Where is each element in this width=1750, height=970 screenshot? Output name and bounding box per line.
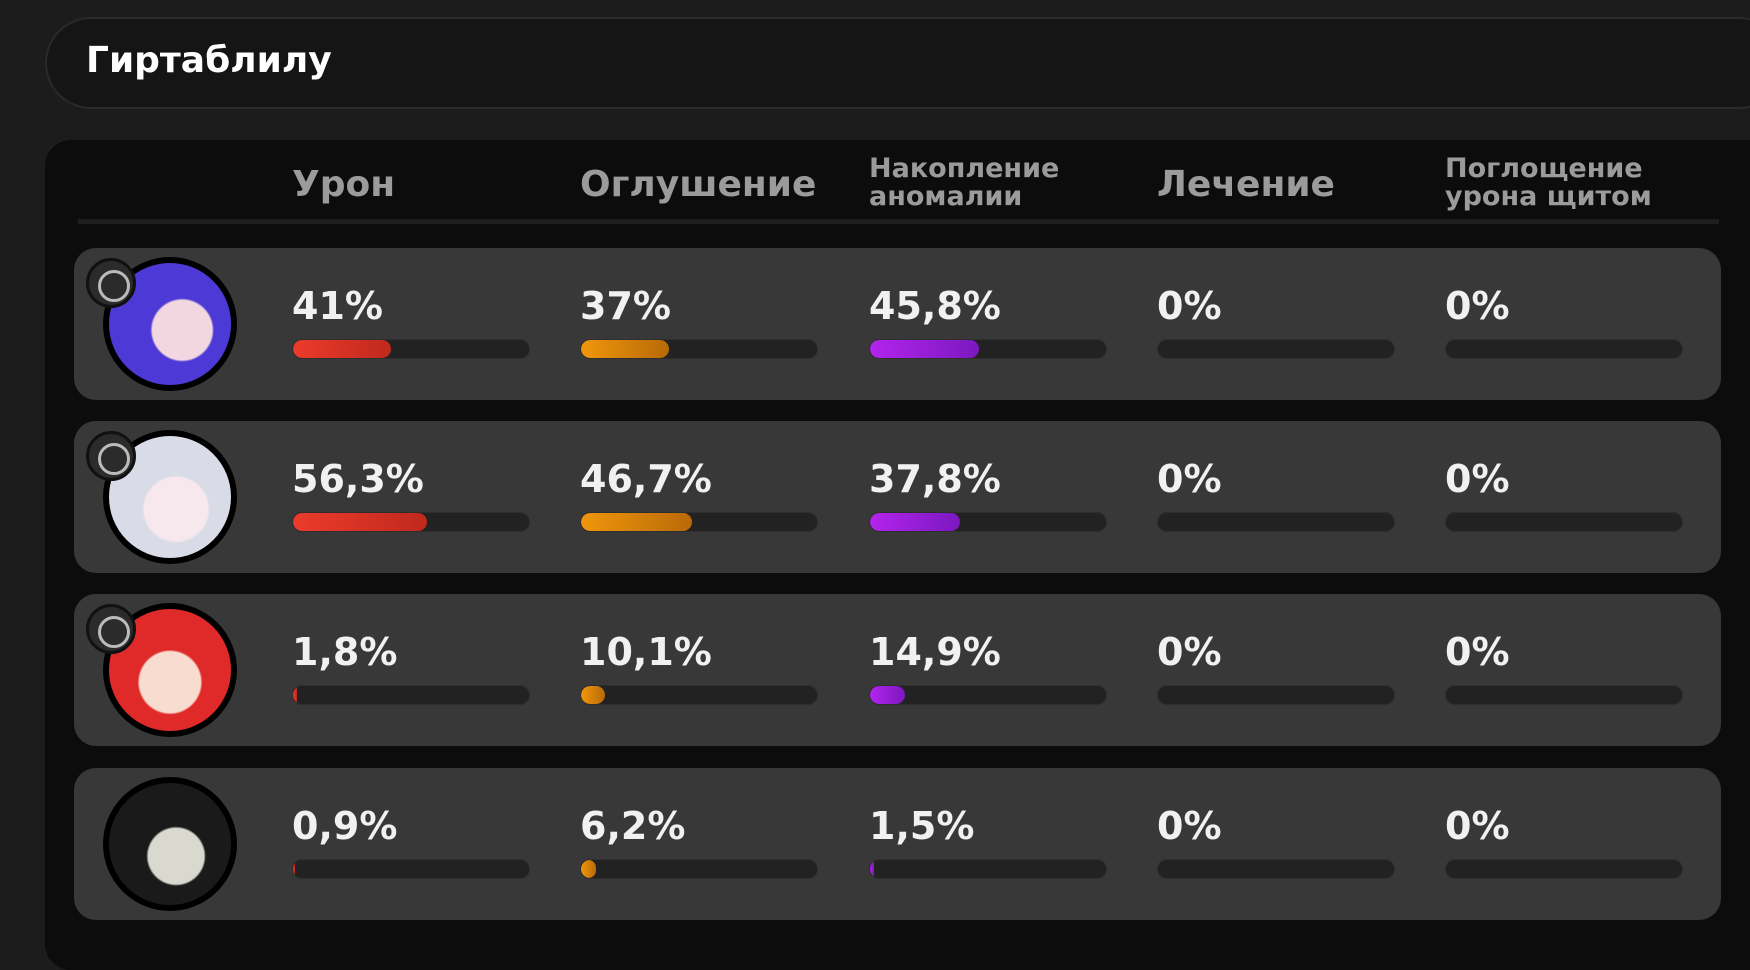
row — [74, 594, 1721, 746]
progress-track — [1445, 859, 1683, 879]
value-label: 0% — [1445, 457, 1510, 501]
progress-track — [292, 339, 530, 359]
column-header: Накопление аномалии — [869, 153, 1060, 213]
progress-track — [580, 685, 818, 705]
progress-bar — [581, 340, 670, 358]
progress-track — [580, 859, 818, 879]
progress-bar — [581, 513, 693, 531]
progress-bar — [870, 340, 979, 358]
value-label: 37,8% — [869, 457, 1001, 501]
value-label: 0% — [1445, 284, 1510, 328]
column-header: Поглощение урона щитом — [1445, 153, 1652, 213]
value-label: 37% — [580, 284, 671, 328]
progress-bar — [870, 513, 960, 531]
row — [74, 248, 1721, 400]
progress-track — [1445, 339, 1683, 359]
progress-bar — [293, 513, 427, 531]
progress-track — [1157, 512, 1395, 532]
progress-bar — [293, 340, 391, 358]
value-label: 10,1% — [580, 630, 712, 674]
progress-track — [1157, 339, 1395, 359]
row — [74, 421, 1721, 573]
separator — [78, 219, 1719, 224]
value-label: 0% — [1157, 457, 1222, 501]
progress-track — [869, 339, 1107, 359]
row — [74, 768, 1721, 920]
value-label: 1,8% — [292, 630, 398, 674]
badge — [86, 258, 136, 308]
value-label: 56,3% — [292, 457, 424, 501]
value-label: 0% — [1157, 630, 1222, 674]
progress-track — [869, 685, 1107, 705]
avatar — [103, 777, 237, 911]
value-label: 0% — [1157, 284, 1222, 328]
column-header: Урон — [292, 164, 396, 205]
title: Гиртаблилу — [86, 40, 332, 81]
column-header: Оглушение — [580, 164, 817, 205]
value-label: 14,9% — [869, 630, 1001, 674]
progress-track — [292, 859, 530, 879]
value-label: 0% — [1445, 804, 1510, 848]
progress-track — [869, 512, 1107, 532]
progress-track — [1157, 859, 1395, 879]
value-label: 45,8% — [869, 284, 1001, 328]
progress-track — [292, 512, 530, 532]
progress-bar — [870, 860, 874, 878]
progress-bar — [581, 686, 606, 704]
progress-track — [1157, 685, 1395, 705]
progress-bar — [870, 686, 906, 704]
column-header: Лечение — [1157, 164, 1335, 205]
progress-bar — [293, 860, 296, 878]
progress-track — [580, 512, 818, 532]
value-label: 6,2% — [580, 804, 686, 848]
badge — [86, 604, 136, 654]
progress-track — [1445, 685, 1683, 705]
value-label: 41% — [292, 284, 383, 328]
progress-bar — [581, 860, 596, 878]
value-label: 46,7% — [580, 457, 712, 501]
progress-track — [1445, 512, 1683, 532]
value-label: 1,5% — [869, 804, 975, 848]
header-panel — [45, 17, 1750, 109]
progress-track — [292, 685, 530, 705]
value-label: 0% — [1157, 804, 1222, 848]
value-label: 0% — [1445, 630, 1510, 674]
badge — [86, 431, 136, 481]
progress-track — [580, 339, 818, 359]
value-label: 0,9% — [292, 804, 398, 848]
progress-bar — [293, 686, 298, 704]
progress-track — [869, 859, 1107, 879]
page: Гиртаблилу (() => { const data = JSON.pa… — [45, 17, 1750, 970]
